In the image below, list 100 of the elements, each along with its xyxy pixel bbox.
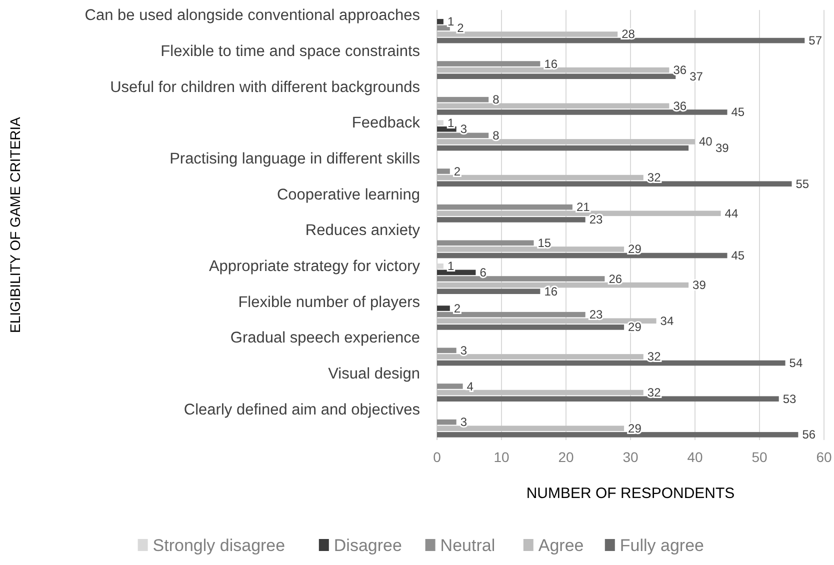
y-tick-label: Visual design <box>328 365 420 382</box>
x-tick-label: 20 <box>558 449 574 465</box>
data-label: 2 <box>454 164 461 178</box>
data-label: 54 <box>789 356 803 370</box>
bar <box>437 432 798 438</box>
bar <box>437 61 540 66</box>
data-label: 1 <box>447 259 454 274</box>
bar <box>437 217 586 222</box>
data-label: 16 <box>544 284 558 298</box>
y-tick-label: Useful for children with different backgrounds <box>110 78 420 96</box>
bar <box>437 360 786 366</box>
x-tick-label: 50 <box>752 449 768 465</box>
y-tick-label: Cooperative learning <box>276 186 420 204</box>
data-label: 45 <box>731 105 745 120</box>
bar <box>437 306 450 311</box>
bar <box>437 282 689 288</box>
bar <box>437 174 644 180</box>
data-label: 32 <box>647 386 662 400</box>
bar <box>437 168 450 174</box>
bar <box>437 204 572 210</box>
legend-label: Fully agree <box>620 536 704 555</box>
bar <box>437 210 721 216</box>
bar <box>437 67 670 73</box>
y-tick-label: Flexible number of players <box>238 294 420 311</box>
data-label: 23 <box>589 212 604 227</box>
data-label: 39 <box>692 278 706 292</box>
data-label: 29 <box>628 421 642 436</box>
bar <box>437 132 489 138</box>
data-label: 3 <box>460 343 468 358</box>
bar <box>437 396 779 402</box>
data-label: 3 <box>460 415 468 430</box>
bar <box>437 390 644 396</box>
data-label: 1 <box>447 14 454 29</box>
bar <box>437 318 656 324</box>
data-label: 29 <box>628 320 642 334</box>
bar <box>437 384 463 389</box>
bar <box>437 312 586 318</box>
bar <box>437 324 624 330</box>
x-tick-label: 10 <box>494 449 510 465</box>
y-tick-label: Practising language in different skills <box>170 150 420 168</box>
data-label: 26 <box>608 272 622 286</box>
data-label: 29 <box>628 242 642 256</box>
y-tick-label: Feedback <box>352 114 420 132</box>
data-label: 55 <box>796 176 810 191</box>
data-label: 40 <box>699 134 713 149</box>
data-label: 44 <box>724 206 738 220</box>
y-tick-label: Gradual speech experience <box>230 330 420 347</box>
x-tick-label: 40 <box>687 449 703 465</box>
data-label: 15 <box>538 236 552 250</box>
y-tick-label: Reduces anxiety <box>305 222 420 240</box>
x-tick-label: 30 <box>622 449 638 465</box>
bar <box>437 419 456 425</box>
data-label: 2 <box>454 301 461 316</box>
legend-label: Strongly disagree <box>152 536 286 555</box>
legend-label: Neutral <box>440 536 496 555</box>
data-label: 21 <box>576 200 590 214</box>
bar <box>437 18 444 24</box>
bar <box>437 74 676 80</box>
bar <box>437 145 689 151</box>
data-label: 28 <box>622 27 636 42</box>
data-label: 23 <box>589 308 604 322</box>
data-label: 32 <box>647 170 662 185</box>
bar <box>437 103 670 109</box>
data-label: 2 <box>457 20 464 35</box>
data-label: 36 <box>673 98 687 113</box>
data-label: 8 <box>492 92 500 107</box>
data-label: 34 <box>660 314 674 328</box>
data-label: 37 <box>690 69 704 84</box>
data-label: 8 <box>492 128 500 142</box>
y-tick-label: Flexible to time and space constraints <box>160 42 420 60</box>
bar <box>437 38 805 44</box>
data-label: 39 <box>715 141 730 156</box>
bar <box>437 348 456 354</box>
bar <box>437 288 540 294</box>
y-tick-label: Can be used alongside conventional approaches <box>84 7 420 24</box>
data-label: 3 <box>460 122 468 136</box>
y-tick-label: Clearly defined aim and objectives <box>184 401 420 418</box>
bar <box>437 252 728 258</box>
data-label: 4 <box>466 379 474 394</box>
bar <box>437 426 624 432</box>
data-label: 36 <box>673 63 687 78</box>
bar <box>437 240 534 246</box>
data-label: 53 <box>782 392 797 406</box>
x-tick-label: 60 <box>816 449 832 465</box>
x-axis-title: NUMBER OF RESPONDENTS <box>526 485 735 502</box>
bar <box>437 276 605 282</box>
data-label: 32 <box>647 350 662 364</box>
x-tick-label: 0 <box>433 449 442 465</box>
bar <box>437 32 618 37</box>
data-label: 6 <box>480 265 487 280</box>
data-label: 1 <box>447 116 454 130</box>
bar <box>437 181 792 187</box>
bar <box>437 96 489 102</box>
y-axis-title: ELIGIBILITY OF GAME CRITERIA <box>7 116 23 334</box>
data-label: 45 <box>731 248 745 263</box>
data-label: 16 <box>544 56 558 71</box>
bar <box>437 246 624 252</box>
y-tick-label: Appropriate strategy for victory <box>208 258 420 275</box>
legend-label: Disagree <box>334 536 402 555</box>
bar <box>437 354 644 360</box>
